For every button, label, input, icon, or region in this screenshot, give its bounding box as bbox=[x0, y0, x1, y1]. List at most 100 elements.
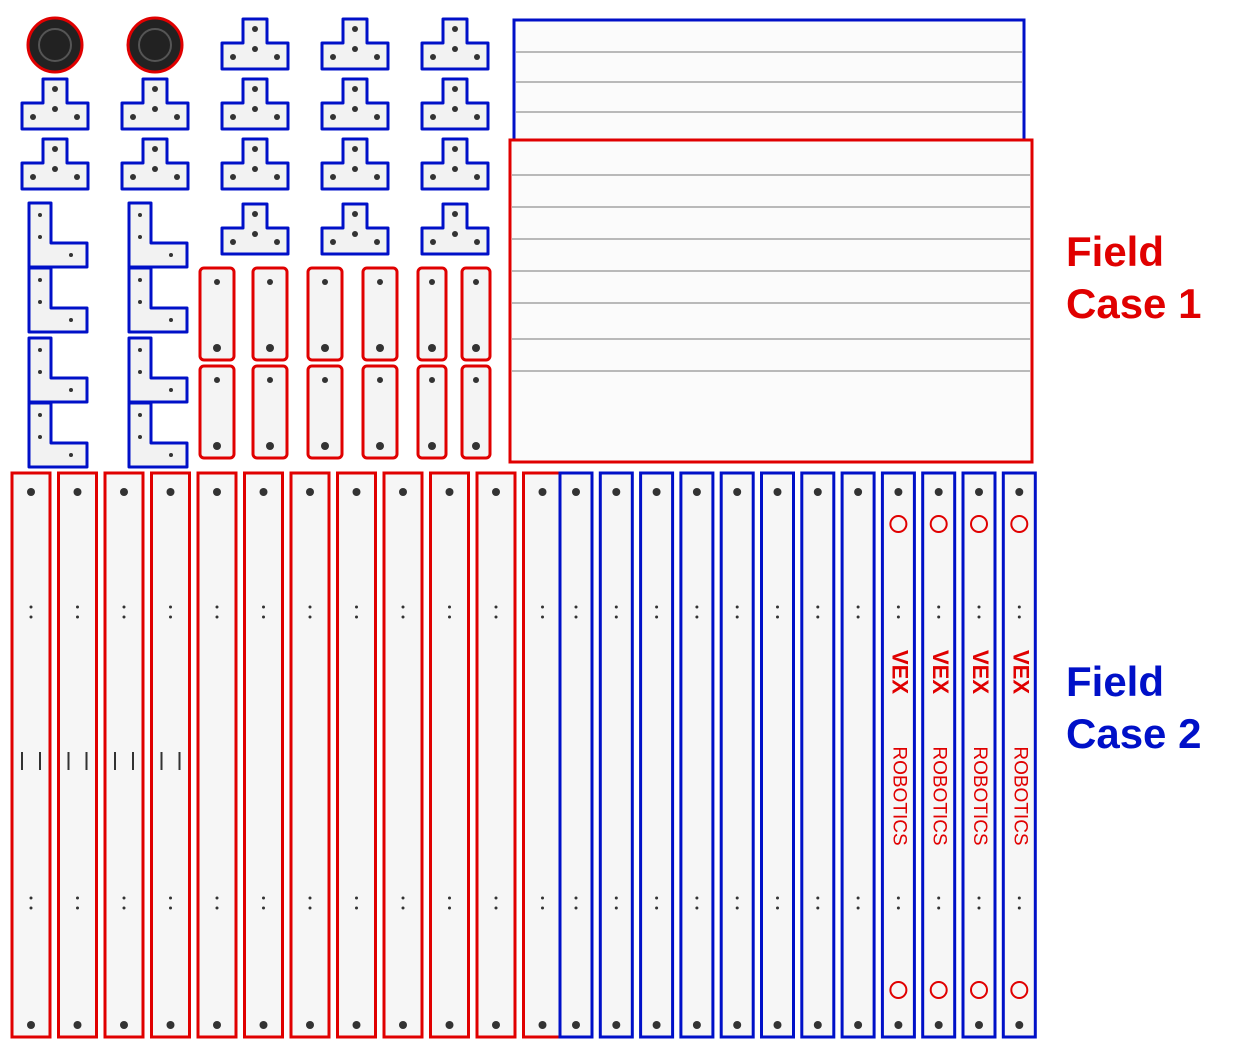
panel bbox=[512, 18, 1026, 142]
hole bbox=[538, 1021, 547, 1029]
hole bbox=[322, 279, 328, 285]
hole bbox=[69, 253, 73, 257]
long-rail bbox=[760, 471, 795, 1039]
hole bbox=[401, 605, 405, 609]
t-bracket bbox=[220, 17, 290, 71]
hole bbox=[230, 174, 236, 180]
hole bbox=[735, 605, 739, 609]
case-label-line: Case 1 bbox=[1066, 280, 1202, 327]
hole bbox=[614, 906, 618, 910]
hole bbox=[399, 488, 407, 496]
hole bbox=[445, 488, 454, 496]
hole bbox=[169, 388, 173, 392]
hole bbox=[652, 488, 661, 496]
short-rail bbox=[198, 364, 236, 460]
short-rail bbox=[361, 364, 399, 460]
hole bbox=[429, 279, 435, 285]
hole bbox=[352, 26, 358, 32]
hole bbox=[429, 377, 435, 383]
hole bbox=[1015, 488, 1024, 496]
short-rail bbox=[361, 266, 399, 362]
hole bbox=[138, 213, 142, 217]
hole bbox=[29, 906, 33, 910]
slot bbox=[160, 752, 163, 770]
hole bbox=[452, 211, 458, 217]
hole bbox=[474, 239, 480, 245]
hole bbox=[614, 605, 618, 609]
hole bbox=[215, 906, 219, 910]
brand-name: ROBOTICS bbox=[888, 746, 909, 845]
hole bbox=[473, 377, 479, 383]
t-bracket bbox=[320, 137, 390, 191]
hole bbox=[308, 906, 312, 910]
case-label: Field Case 2 bbox=[1066, 656, 1201, 760]
hole bbox=[274, 54, 280, 60]
hole bbox=[73, 1021, 82, 1029]
hole bbox=[896, 605, 900, 609]
l-bracket bbox=[127, 201, 189, 269]
hole bbox=[735, 896, 739, 900]
brand-mark: VEX bbox=[1008, 650, 1033, 694]
hole bbox=[52, 166, 58, 172]
hole bbox=[38, 300, 42, 304]
hole bbox=[541, 896, 544, 900]
hole bbox=[492, 1021, 500, 1029]
hole bbox=[74, 174, 80, 180]
hole bbox=[1015, 1021, 1024, 1029]
hole bbox=[38, 348, 42, 352]
hole bbox=[321, 344, 329, 352]
hole bbox=[274, 239, 280, 245]
hole bbox=[259, 1021, 268, 1029]
hole bbox=[352, 46, 358, 52]
hole bbox=[352, 488, 361, 496]
hole bbox=[169, 453, 173, 457]
hole bbox=[252, 46, 258, 52]
t-bracket bbox=[120, 137, 190, 191]
hole bbox=[856, 605, 860, 609]
hole bbox=[122, 615, 126, 619]
hole bbox=[377, 279, 383, 285]
hole bbox=[169, 605, 172, 609]
hole bbox=[773, 1021, 782, 1029]
logo-badge bbox=[970, 515, 988, 533]
slot bbox=[39, 752, 41, 770]
hole bbox=[733, 488, 742, 496]
hole bbox=[27, 1021, 35, 1029]
brand-mark: VEX bbox=[968, 650, 993, 694]
hole bbox=[169, 253, 173, 257]
hole bbox=[120, 488, 128, 496]
hole bbox=[138, 435, 142, 439]
short-rail bbox=[416, 266, 448, 362]
slot bbox=[132, 752, 134, 770]
hole bbox=[352, 106, 358, 112]
hole bbox=[38, 413, 42, 417]
hole bbox=[352, 1021, 361, 1029]
hole bbox=[652, 1021, 661, 1029]
hole bbox=[166, 1021, 175, 1029]
hole bbox=[473, 279, 479, 285]
t-bracket bbox=[20, 137, 90, 191]
hole bbox=[937, 605, 941, 609]
hole bbox=[213, 488, 221, 496]
hole bbox=[655, 906, 659, 910]
long-rail bbox=[921, 471, 957, 1039]
hole bbox=[452, 231, 458, 237]
hole bbox=[52, 146, 58, 152]
long-rail bbox=[800, 471, 836, 1039]
hole bbox=[76, 906, 79, 910]
long-rail bbox=[840, 471, 876, 1039]
hole bbox=[130, 114, 136, 120]
short-rail bbox=[460, 364, 492, 460]
hole bbox=[169, 906, 172, 910]
hole bbox=[262, 615, 265, 619]
hole bbox=[252, 86, 258, 92]
t-bracket bbox=[420, 137, 490, 191]
brand-name: ROBOTICS bbox=[1009, 746, 1030, 845]
hole bbox=[430, 54, 436, 60]
hole bbox=[274, 114, 280, 120]
t-bracket bbox=[120, 77, 190, 131]
hole bbox=[376, 442, 384, 450]
long-rail bbox=[57, 471, 98, 1039]
